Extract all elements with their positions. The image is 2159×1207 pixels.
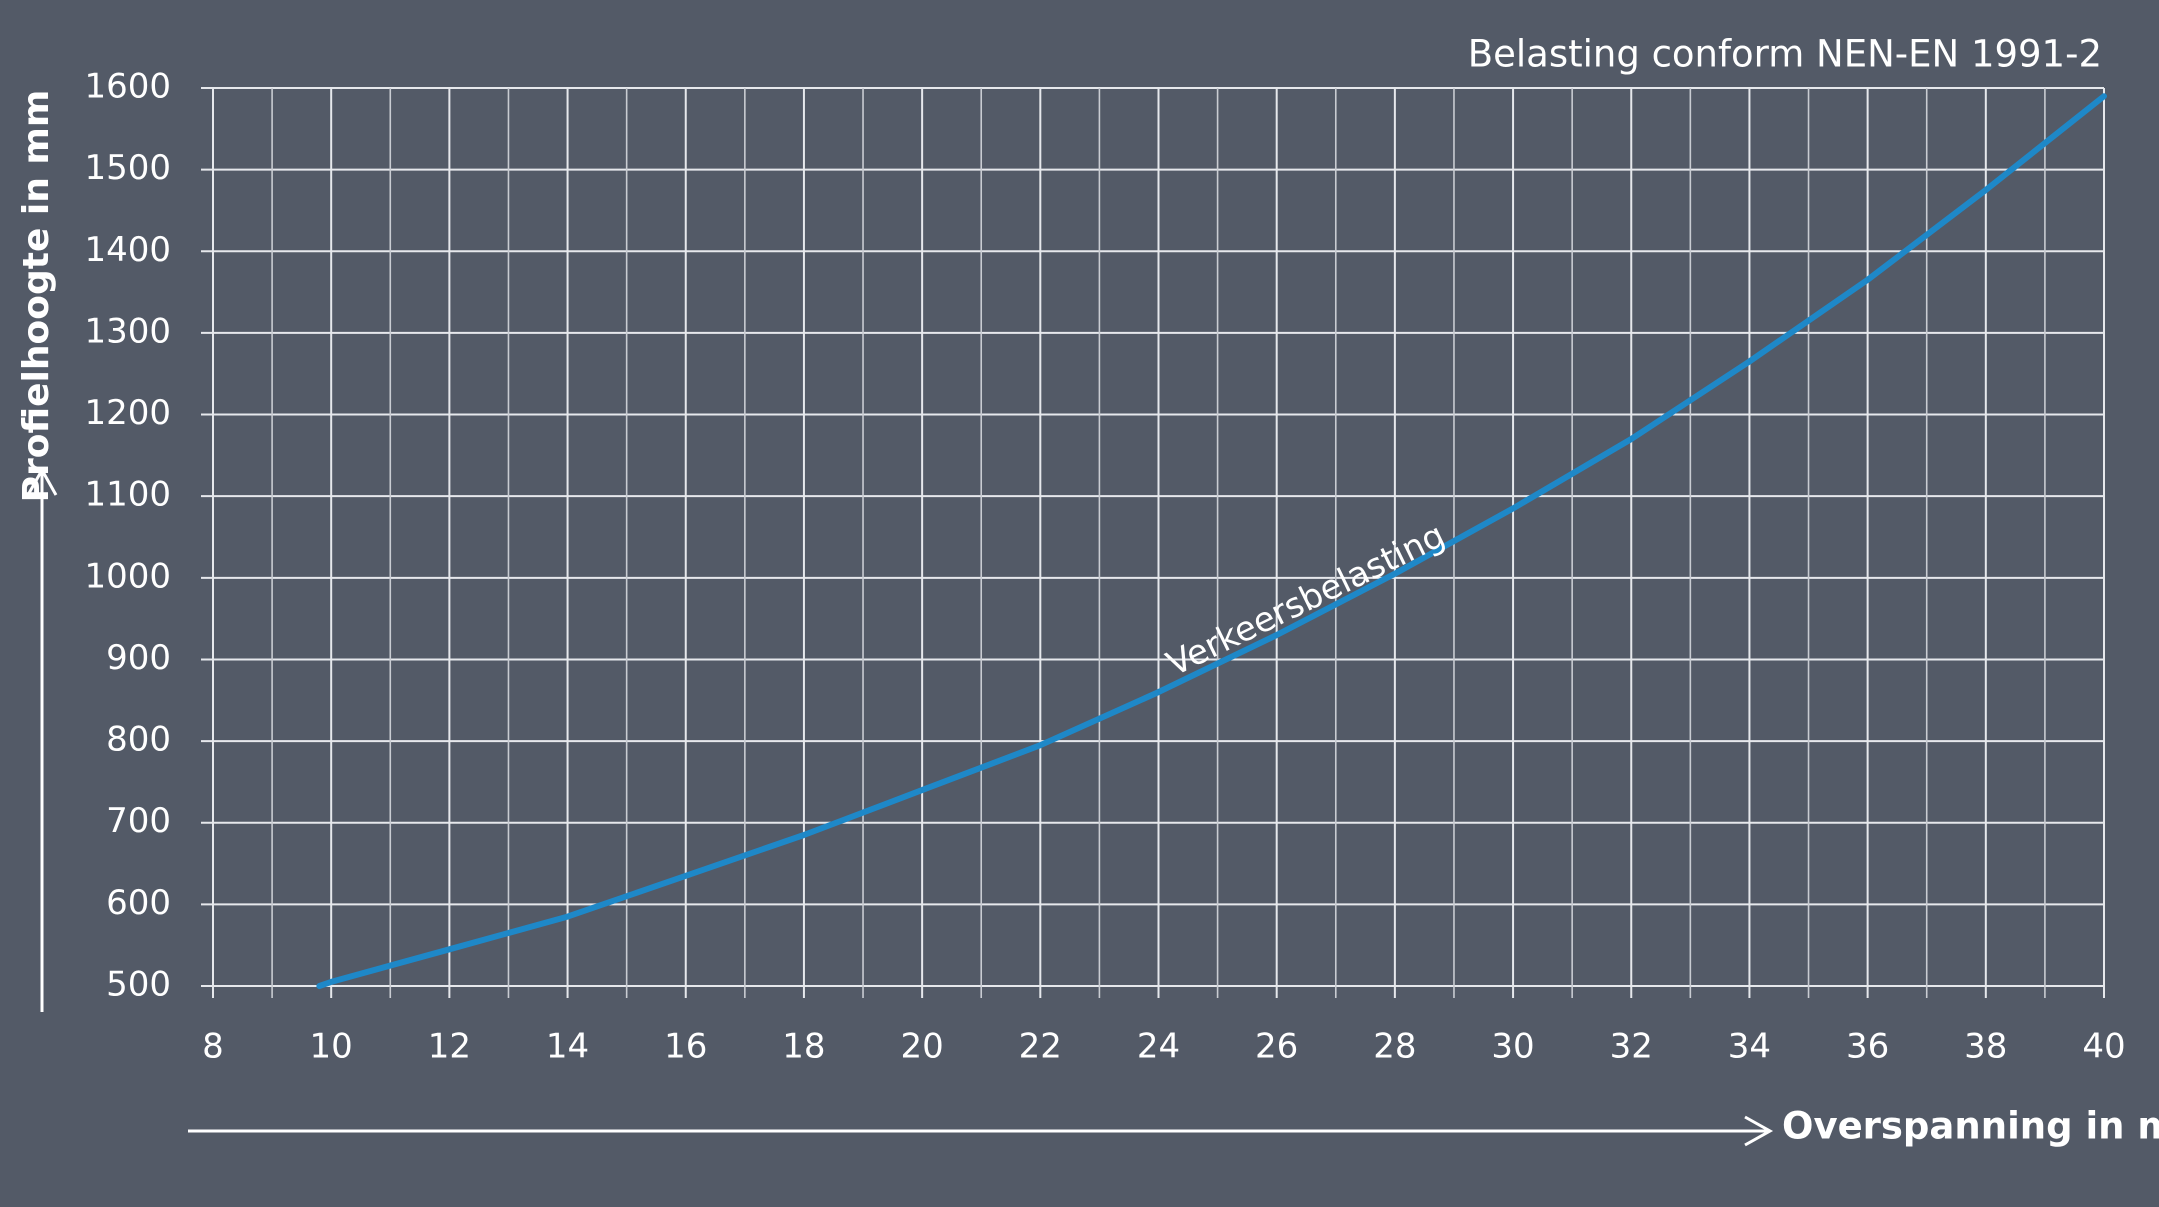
y-tick-label: 700 (106, 801, 171, 841)
x-tick-label: 16 (664, 1027, 707, 1067)
y-tick-label: 800 (106, 720, 171, 760)
x-tick-label: 36 (1846, 1027, 1889, 1067)
x-tick-label: 14 (546, 1027, 589, 1067)
x-tick-label: 34 (1728, 1027, 1771, 1067)
y-axis-label: Profielhoogte in mm (16, 90, 57, 503)
data-line (316, 93, 2107, 989)
x-tick-label: 18 (782, 1027, 825, 1067)
x-tick-label: 24 (1137, 1027, 1180, 1067)
y-tick-label: 1600 (84, 67, 171, 107)
y-tick-label: 1100 (84, 475, 171, 515)
y-tick-label: 500 (106, 965, 171, 1005)
x-tick-label: 22 (1019, 1027, 1062, 1067)
y-tick-label: 900 (106, 638, 171, 678)
x-tick-label: 32 (1610, 1027, 1653, 1067)
x-tick-label: 20 (900, 1027, 943, 1067)
x-tick-label: 12 (428, 1027, 471, 1067)
x-tick-label: 26 (1255, 1027, 1298, 1067)
y-tick-label: 1000 (84, 556, 171, 596)
y-arrow-head (26, 466, 58, 496)
chart-title: Belasting conform NEN-EN 1991-2 (1468, 33, 2102, 76)
y-tick-label: 1400 (84, 230, 171, 270)
x-tick-label: 30 (1491, 1027, 1534, 1067)
y-tick-label: 1500 (84, 148, 171, 188)
x-tick-label: 38 (1964, 1027, 2007, 1067)
y-tick-label: 1200 (84, 393, 171, 433)
x-tick-label: 40 (2082, 1027, 2125, 1067)
x-tick-label: 10 (310, 1027, 353, 1067)
y-tick-label: 1300 (84, 311, 171, 351)
x-axis-label: Overspanning in m (1782, 1105, 2159, 1148)
x-tick-label: 8 (202, 1027, 224, 1067)
x-arrow-head (1744, 1115, 1774, 1147)
x-tick-label: 28 (1373, 1027, 1416, 1067)
y-tick-label: 600 (106, 883, 171, 923)
